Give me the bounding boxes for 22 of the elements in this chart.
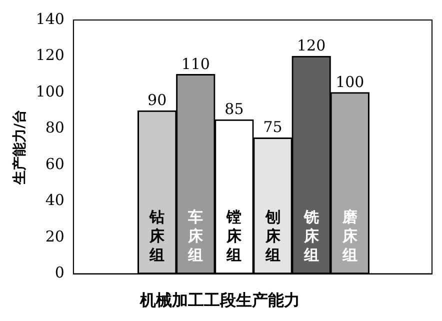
x-tick-label: 铣床组	[302, 208, 320, 264]
x-tick-label: 镗床组	[226, 208, 243, 264]
data-label: 85	[224, 100, 244, 118]
y-tick-label: 100	[36, 82, 64, 100]
y-tick-label: 20	[45, 227, 64, 246]
y-tick-label: 120	[36, 46, 64, 64]
data-label: 75	[263, 118, 282, 136]
x-tick-label: 磨床组	[341, 208, 358, 264]
y-tick-label: 0	[54, 264, 64, 282]
y-tick-label: 140	[36, 10, 64, 28]
data-label: 110	[181, 54, 210, 73]
text: 机械加工工段生产能力	[139, 290, 300, 310]
data-label: 120	[297, 36, 326, 55]
x-tick-label: 钻床组	[148, 208, 166, 264]
y-tick-label: 80	[45, 118, 64, 137]
data-label: 100	[336, 72, 364, 91]
x-tick-label: 车床组	[187, 208, 204, 264]
y-axis-title: 生产能力/台	[11, 109, 28, 186]
y-tick-label: 60	[45, 154, 64, 173]
x-tick-label: 刨床组	[264, 208, 282, 264]
data-label: 90	[148, 91, 167, 110]
y-tick-label: 40	[45, 191, 64, 210]
